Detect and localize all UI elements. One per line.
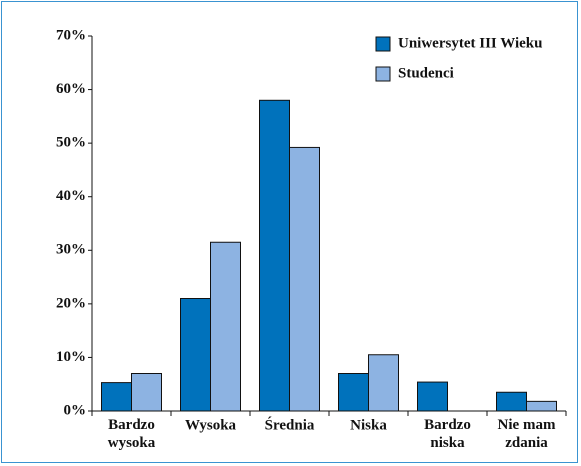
- y-tick-label: 20%: [56, 295, 86, 311]
- y-tick-label: 70%: [56, 27, 86, 43]
- y-tick-label: 60%: [56, 81, 86, 97]
- x-tick-label: Niska: [350, 417, 387, 433]
- y-tick-label: 50%: [56, 135, 86, 151]
- y-tick-label: 30%: [56, 242, 86, 258]
- bar: [338, 373, 369, 412]
- bar: [259, 99, 290, 412]
- bar: [131, 373, 162, 412]
- x-tick-label: Bardzo wysoka: [108, 417, 156, 451]
- legend-label: Studenci: [398, 65, 454, 81]
- bar: [368, 354, 399, 412]
- legend-swatch: [375, 66, 391, 82]
- bar: [496, 391, 527, 412]
- bar: [526, 400, 557, 412]
- legend-label: Uniwersytet III Wieku: [398, 35, 542, 51]
- bar: [101, 382, 132, 412]
- y-tick-label: 40%: [56, 188, 86, 204]
- x-tick-label: Wysoka: [185, 417, 237, 433]
- bar: [180, 298, 211, 412]
- y-tick-label: 0%: [64, 402, 87, 418]
- bar: [210, 241, 241, 412]
- legend-swatch: [375, 36, 391, 52]
- x-tick-label: Nie mam zdania: [498, 417, 556, 451]
- bar: [289, 146, 320, 412]
- x-tick-label: Bardzo niska: [424, 417, 471, 451]
- bar: [417, 381, 448, 412]
- y-tick-label: 10%: [56, 349, 86, 365]
- x-tick-label: Średnia: [265, 416, 315, 433]
